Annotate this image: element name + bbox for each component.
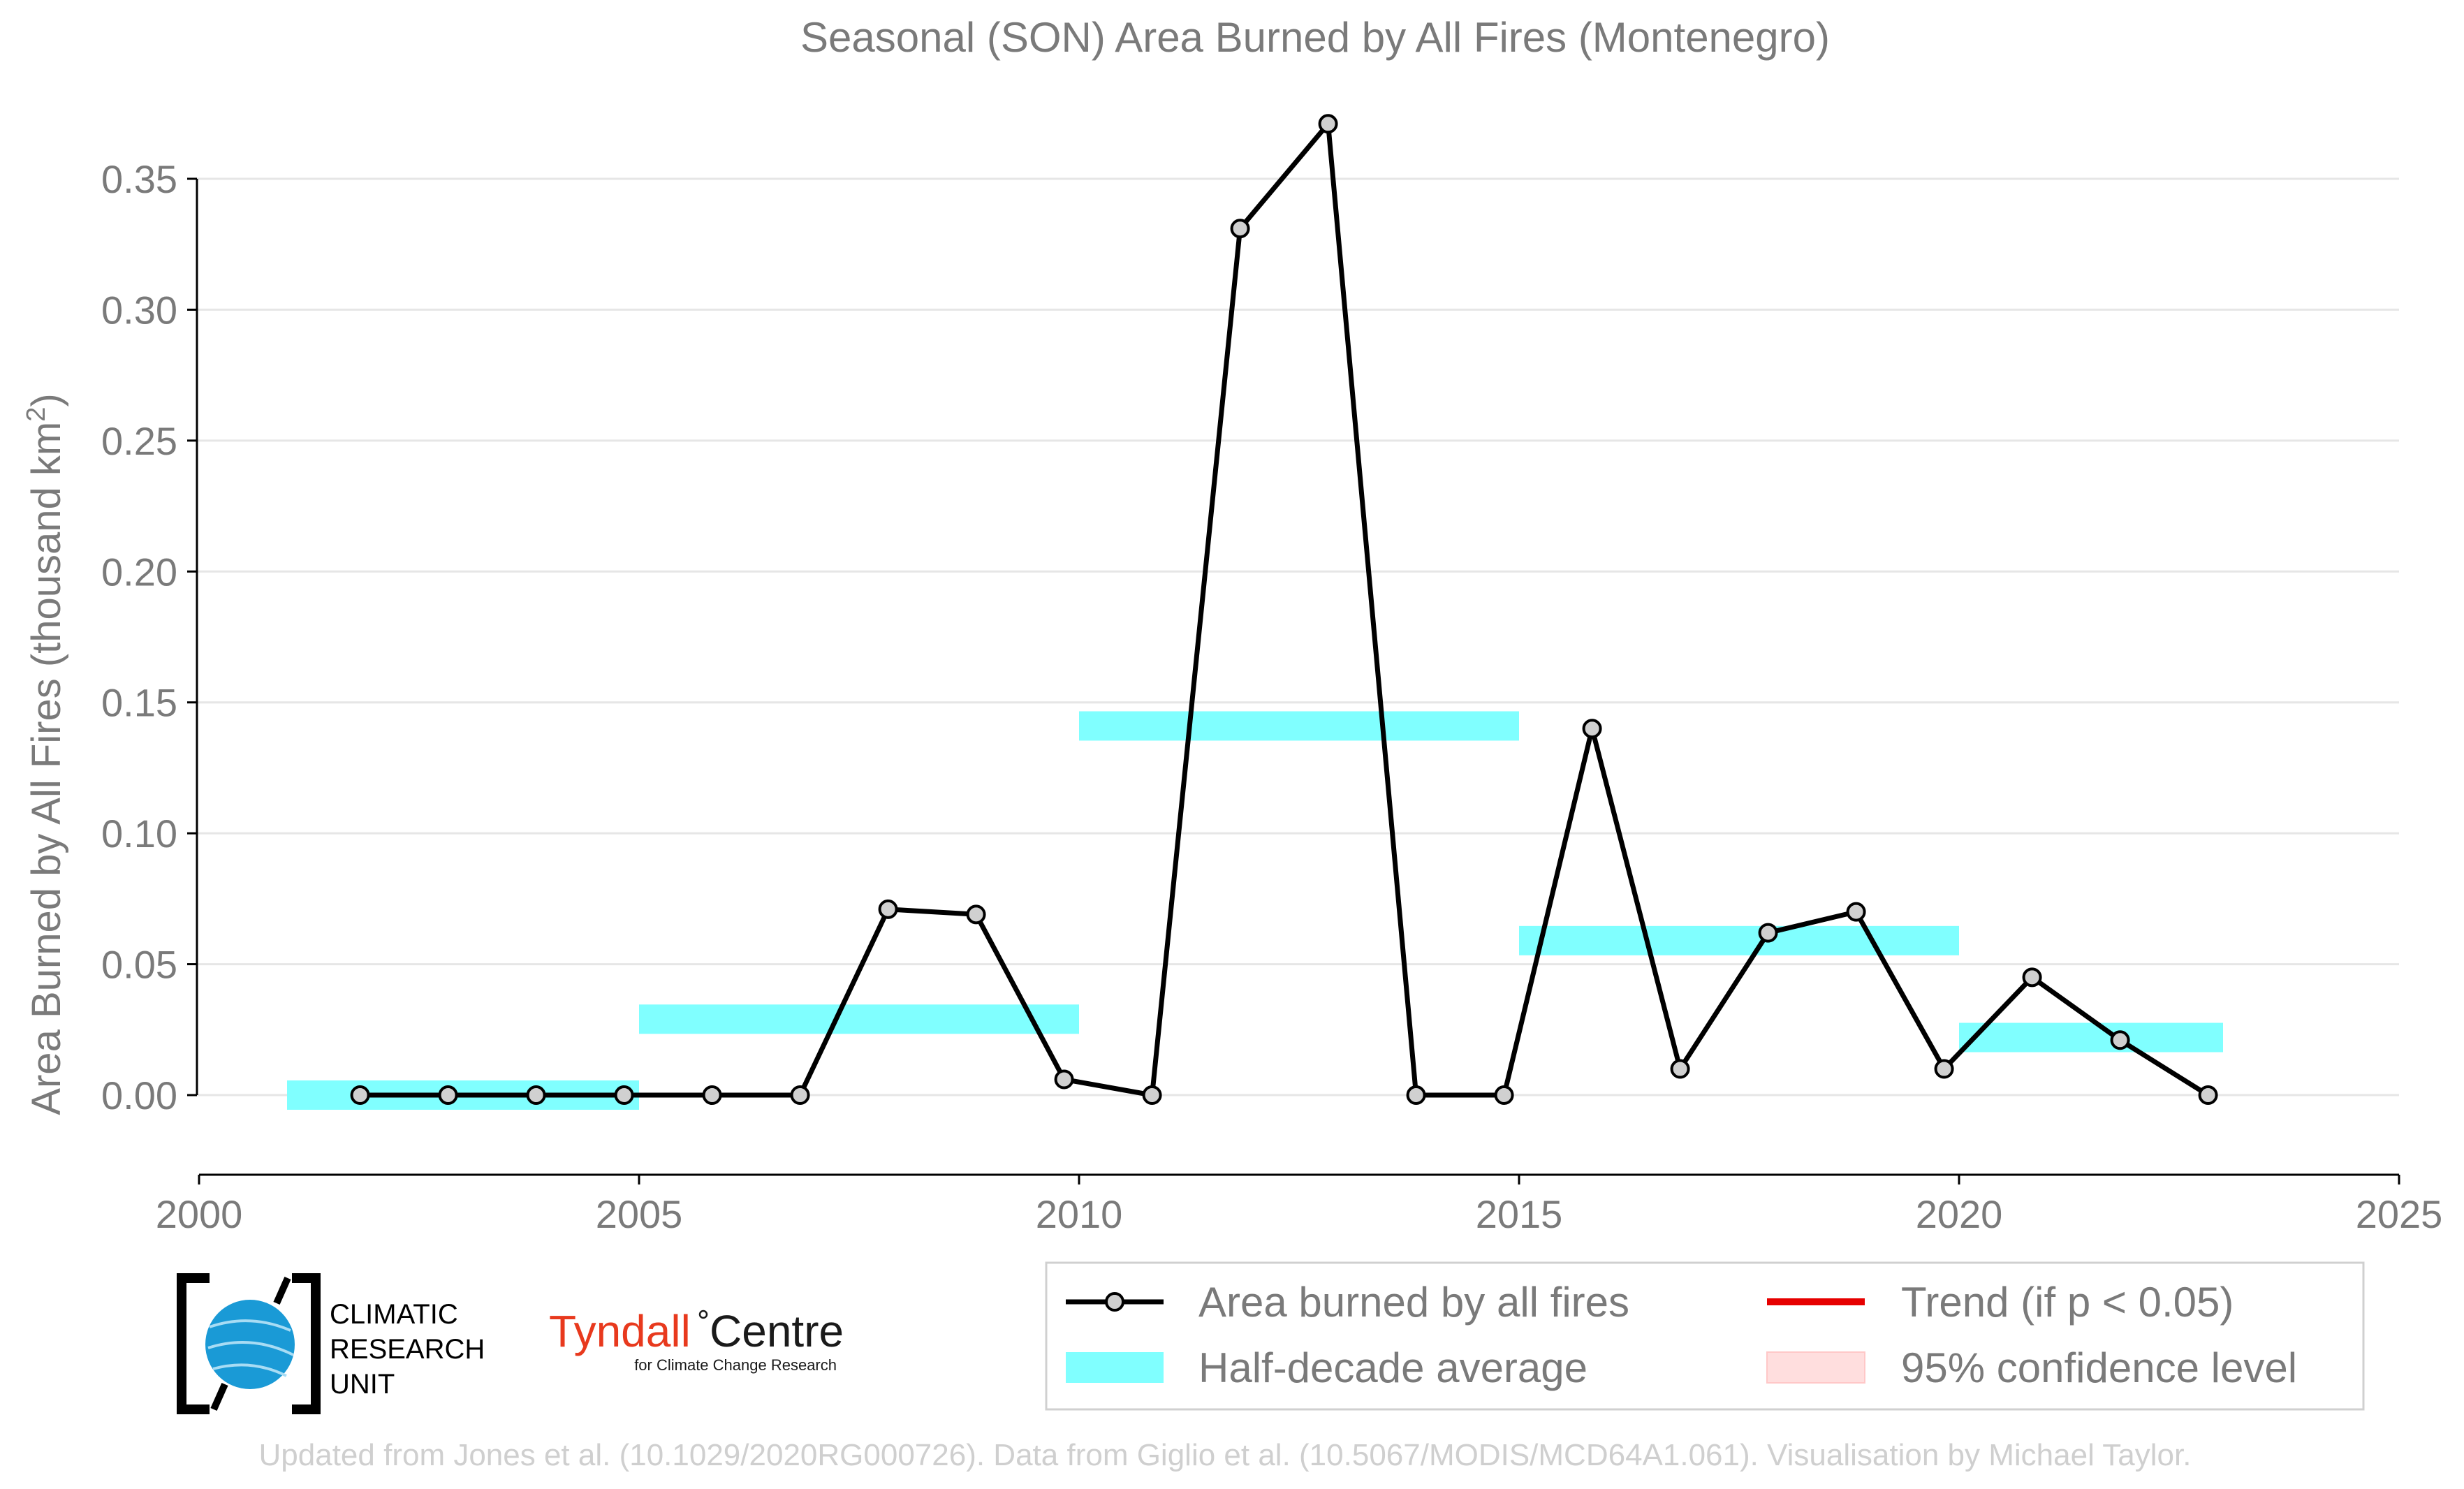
series-line [360,121,2210,1098]
cru-line-2: RESEARCH [330,1334,485,1365]
tyndall-subtitle: for Climate Change Research [634,1356,837,1374]
cru-bracket-notch-bottom [210,1382,228,1411]
x-tick-label-1: 2005 [596,1192,683,1236]
data-point-21 [2198,1085,2218,1105]
half-decade-average-bars [287,711,2223,1110]
data-point-4 [702,1085,722,1105]
legend-series-swatch [1066,1292,1164,1312]
cru-bracket-right [292,1273,321,1414]
legend: Area burned by all fires Trend (if p < 0… [1045,1261,2365,1411]
series-line-group [360,121,2210,1098]
data-point-20 [2110,1030,2130,1050]
x-tick-label-4: 2020 [1916,1192,2003,1236]
tyndall-degree-icon [698,1310,708,1319]
x-tick-label-5: 2025 [2356,1192,2443,1236]
cru-bracket-notch-top [273,1276,291,1305]
y-axis-label: Area Burned by All Fires (thousand km2) [22,393,69,1115]
legend-label-ci: 95% confidence level [1901,1344,2297,1391]
y-tick-label-6: 0.30 [101,288,177,332]
data-point-13 [1494,1085,1514,1105]
data-point-7 [966,904,986,925]
y-tick-label-0: 0.00 [101,1073,177,1117]
data-point-16 [1758,923,1778,943]
data-point-3 [614,1085,634,1105]
data-point-1 [438,1085,458,1105]
data-point-19 [2022,967,2042,988]
x-tick-label-2: 2010 [1036,1192,1123,1236]
tyndall-name: Tyndall [549,1306,691,1356]
half-decade-bar-2 [1079,711,1519,741]
y-axis-label-main: Area Burned by All Fires (thousand km [24,422,69,1115]
grid-lines [197,177,2399,1096]
x-tick-label-0: 2000 [156,1192,243,1236]
tyndall-logo: Tyndall Centre for Climate Change Resear… [549,1306,844,1374]
data-point-5 [790,1085,810,1105]
y-axis-label-superscript: 2 [22,407,51,422]
y-tick-label-5: 0.25 [101,419,177,463]
data-point-17 [1846,902,1866,922]
legend-label-trend: Trend (if p < 0.05) [1901,1279,2234,1326]
data-point-15 [1670,1059,1690,1079]
x-tick-label-3: 2015 [1476,1192,1563,1236]
data-point-8 [1054,1069,1074,1090]
data-point-18 [1934,1059,1954,1079]
chart-title: Seasonal (SON) Area Burned by All Fires … [800,14,1830,61]
data-point-6 [878,899,898,919]
tyndall-name-2: Centre [710,1306,844,1356]
legend-box [1045,1261,2365,1411]
cru-logo: CLIMATIC RESEARCH UNIT [177,1273,485,1414]
cru-line-1: CLIMATIC [330,1299,458,1330]
half-decade-bar-4 [1959,1022,2223,1052]
axes [187,177,2400,1184]
data-point-10 [1230,219,1250,239]
legend-label-average: Half-decade average [1198,1344,1587,1391]
y-tick-label-3: 0.15 [101,681,177,725]
data-point-2 [526,1085,546,1105]
legend-average-swatch [1066,1352,1164,1383]
data-point-12 [1406,1085,1426,1105]
legend-label-series: Area burned by all fires [1198,1279,1629,1326]
data-point-0 [350,1085,370,1105]
data-point-9 [1142,1085,1162,1105]
globe-lines [207,1319,294,1377]
y-tick-label-1: 0.05 [101,943,177,987]
cru-bracket-left [177,1273,210,1414]
data-point-14 [1582,719,1602,739]
half-decade-bar-3 [1519,925,1959,955]
data-point-11 [1318,114,1338,134]
y-tick-label-2: 0.10 [101,812,177,856]
y-axis-label-end: ) [24,393,69,406]
half-decade-bar-1 [639,1004,1079,1034]
y-tick-labels: 0.00 0.05 0.10 0.15 0.20 0.25 0.30 0.35 [101,157,177,1117]
footer-credit: Updated from Jones et al. (10.1029/2020R… [259,1438,2192,1472]
y-tick-label-4: 0.20 [101,550,177,594]
y-tick-label-7: 0.35 [101,157,177,201]
legend-ci-swatch [1766,1351,1865,1384]
x-tick-labels: 2000 2005 2010 2015 2020 2025 [156,1192,2443,1236]
cru-line-3: UNIT [330,1369,395,1400]
legend-series-marker [1105,1292,1124,1312]
data-points [350,114,2218,1105]
